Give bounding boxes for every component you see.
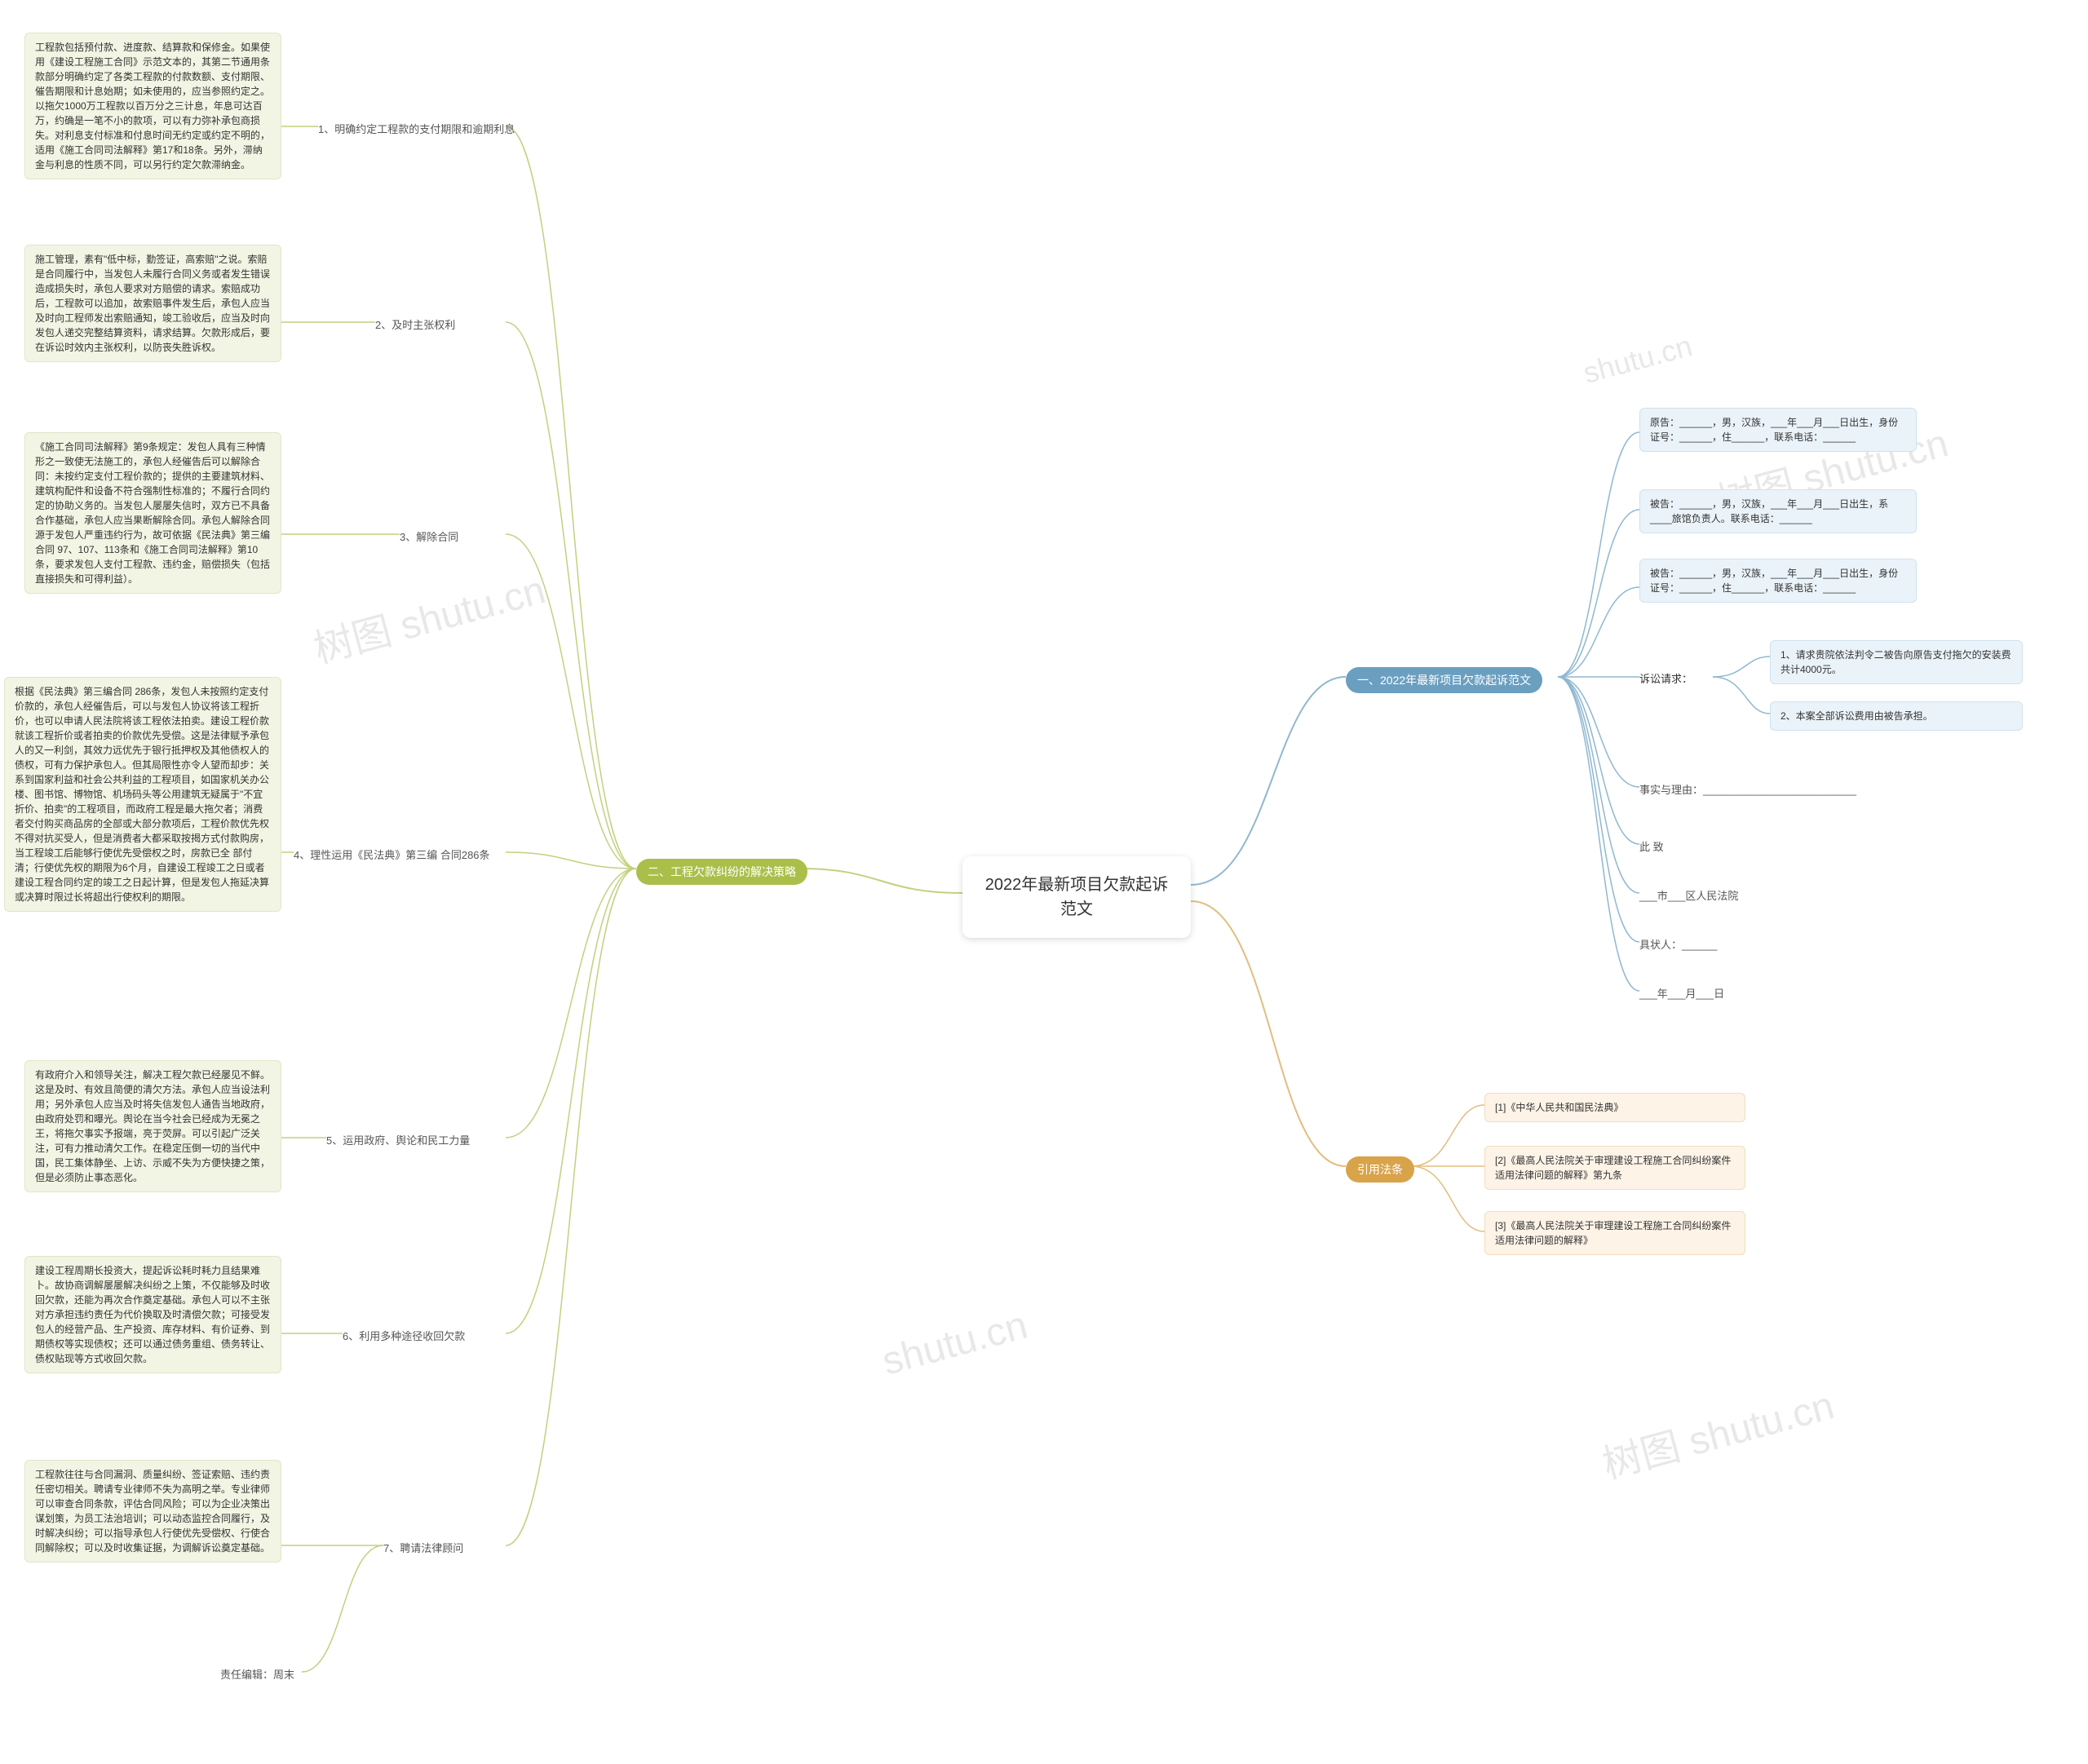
strategy-6-title: 6、利用多种途径收回欠款 [343, 1328, 465, 1343]
watermark: 树图 shutu.cn [1595, 1373, 1839, 1490]
strategy-1-desc: 工程款包括预付款、进度款、结算款和保修金。如果使用《建设工程施工合同》示范文本的… [24, 33, 281, 179]
leaf-suqiu-2: 2、本案全部诉讼费用由被告承担。 [1770, 701, 2023, 731]
strategy-6-desc: 建设工程周期长投资大，提起诉讼耗时耗力且结果难卜。故协商调解屡屡解决纠纷之上策，… [24, 1256, 281, 1373]
strategy-5-desc: 有政府介入和领导关注，解决工程欠款已经屡见不鲜。这是及时、有效且简便的清欠方法。… [24, 1060, 281, 1192]
strategy-3-title: 3、解除合同 [400, 528, 458, 544]
strategy-2-desc: 施工管理，素有"低中标，勤签证，高索赔"之说。索赔是合同履行中，当发包人未履行合… [24, 245, 281, 362]
editor-credit: 责任编辑：周末 [220, 1666, 294, 1682]
watermark: 树图 shutu.cn [307, 558, 551, 674]
leaf-cizhi: 此 致 [1639, 838, 1664, 854]
center-title: 2022年最新项目欠款起诉范文 [962, 856, 1191, 938]
watermark: shutu.cn [878, 1302, 1033, 1384]
strategy-2-title: 2、及时主张权利 [375, 316, 455, 332]
strategy-3-desc: 《施工合同司法解释》第9条规定：发包人具有三种情形之一致使无法施工的，承包人经催… [24, 432, 281, 594]
strategy-1-title: 1、明确约定工程款的支付期限和逾期利息 [318, 121, 515, 136]
leaf-suqiu-1: 1、请求贵院依法判令二被告向原告支付拖欠的安装费共计4000元。 [1770, 640, 2023, 684]
leaf-law-2: [2]《最高人民法院关于审理建设工程施工合同纠纷案件适用法律问题的解释》第九条 [1484, 1146, 1745, 1190]
leaf-date: ___年___月___日 [1639, 985, 1724, 1001]
leaf-law-3: [3]《最高人民法院关于审理建设工程施工合同纠纷案件适用法律问题的解释》 [1484, 1211, 1745, 1255]
strategy-7-title: 7、聘请法律顾问 [383, 1540, 463, 1555]
leaf-suqiu-label: 诉讼请求： [1639, 670, 1692, 686]
strategy-4-desc: 根据《民法典》第三编合同 286条，发包人未按照约定支付价款的，承包人经催告后，… [4, 677, 281, 912]
branch-3-label[interactable]: 二、工程欠款纠纷的解决策略 [636, 859, 807, 885]
watermark: shutu.cn [1580, 329, 1696, 391]
leaf-signer: 具状人：______ [1639, 936, 1717, 952]
leaf-facts: 事实与理由：__________________________ [1639, 781, 1856, 797]
branch-2-label[interactable]: 引用法条 [1346, 1156, 1414, 1183]
strategy-4-title: 4、理性运用《民法典》第三编 合同286条 [294, 847, 490, 862]
leaf-defendant-2: 被告：______，男，汉族，___年___月___日出生，身份证号：_____… [1639, 559, 1917, 603]
leaf-plaintiff: 原告：______，男，汉族，___年___月___日出生，身份证号：_____… [1639, 408, 1917, 452]
leaf-defendant-1: 被告：______，男，汉族，___年___月___日出生，系____旅馆负责人… [1639, 489, 1917, 533]
leaf-court: ___市___区人民法院 [1639, 887, 1738, 903]
branch-1-label[interactable]: 一、2022年最新项目欠款起诉范文 [1346, 667, 1542, 693]
leaf-law-1: [1]《中华人民共和国民法典》 [1484, 1093, 1745, 1122]
strategy-5-title: 5、运用政府、舆论和民工力量 [326, 1132, 470, 1147]
strategy-7-desc: 工程款往往与合同漏洞、质量纠纷、签证索赔、违约责任密切相关。聘请专业律师不失为高… [24, 1460, 281, 1563]
